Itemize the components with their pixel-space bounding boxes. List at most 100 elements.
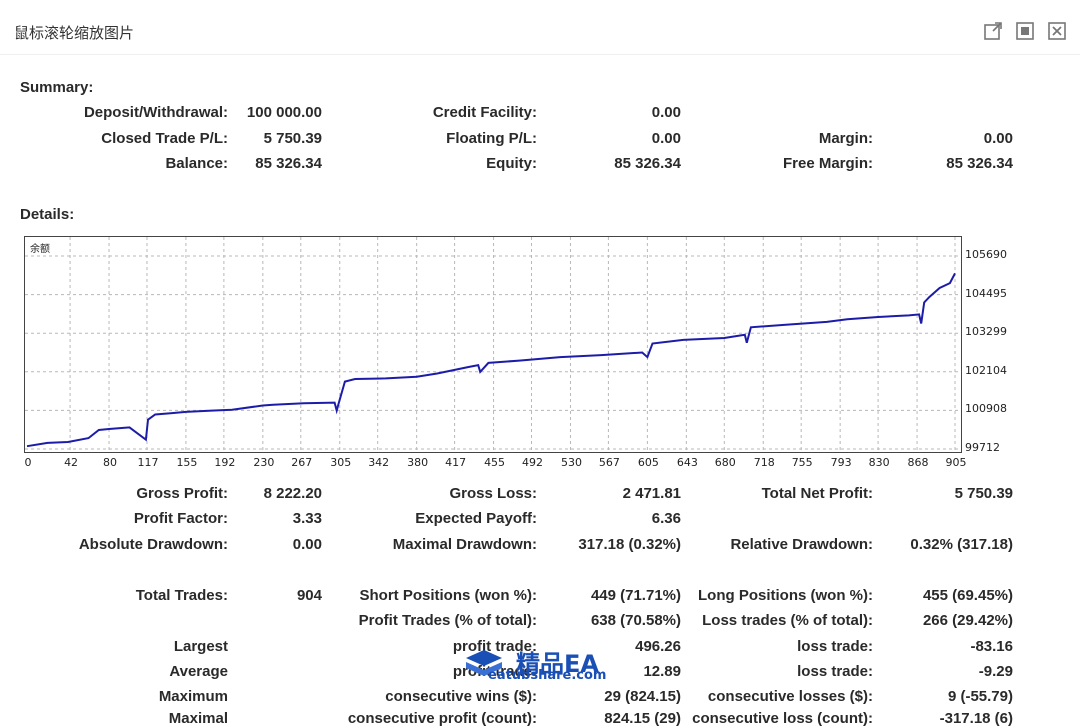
summary-heading: Summary:	[20, 79, 94, 96]
long-positions-label: Long Positions (won %):	[698, 587, 873, 604]
expected-payoff-label: Expected Payoff:	[415, 510, 537, 527]
floating-pl-label: Floating P/L:	[446, 130, 537, 147]
average-loss-label: loss trade:	[797, 663, 873, 680]
equity-label: Equity:	[486, 155, 537, 172]
x-tick-label: 80	[103, 456, 118, 469]
x-tick-label: 42	[64, 456, 79, 469]
x-tick-label: 417	[445, 456, 467, 469]
average-label: Average	[169, 663, 228, 680]
x-tick-label: 155	[176, 456, 198, 469]
credit-value: 0.00	[651, 104, 681, 121]
consecutive-profit-label: consecutive profit (count):	[347, 710, 537, 727]
x-tick-label: 905	[945, 456, 967, 469]
gross-loss-label: Gross Loss:	[449, 485, 537, 502]
maximum-label: Maximum	[158, 688, 228, 705]
profit-trades-value: 638 (70.58%)	[590, 612, 681, 629]
balance-chart-svg	[25, 237, 961, 452]
x-tick-label: 455	[484, 456, 506, 469]
largest-profit-value: 496.26	[635, 638, 681, 655]
y-tick-label: 103299	[965, 325, 1007, 339]
floating-pl-value: 0.00	[651, 130, 681, 147]
x-tick-label: 380	[407, 456, 429, 469]
consecutive-losses-label: consecutive losses ($):	[707, 688, 873, 705]
y-tick-label: 99712	[965, 441, 1000, 454]
free-margin-value: 85 326.34	[946, 155, 1013, 172]
deposit-label: Deposit/Withdrawal:	[83, 104, 228, 121]
consecutive-wins-value: 29 (824.15)	[604, 688, 681, 705]
total-trades-label: Total Trades:	[135, 587, 228, 604]
x-tick-label: 868	[907, 456, 929, 469]
watermark-logo-icon	[466, 650, 502, 676]
short-positions-value: 449 (71.71%)	[590, 587, 681, 604]
consecutive-loss-value: -317.18 (6)	[939, 710, 1013, 727]
average-loss-value: -9.29	[978, 663, 1013, 680]
relative-drawdown-label: Relative Drawdown:	[730, 536, 873, 553]
close-window-icon[interactable]	[1046, 20, 1068, 42]
x-tick-label: 718	[753, 456, 775, 469]
total-trades-value: 904	[296, 587, 322, 604]
watermark: 精品EA eatubshare.com	[458, 644, 628, 686]
balance-series-line	[26, 272, 956, 448]
window-title: 鼠标滚轮缩放图片	[14, 25, 135, 42]
largest-profit-label: profit trade:	[452, 638, 537, 655]
expected-payoff-value: 6.36	[651, 510, 681, 527]
y-tick-label: 104495	[965, 286, 1007, 300]
balance-value: 85 326.34	[255, 155, 322, 172]
chart-title: 余额	[30, 244, 50, 255]
y-tick-label: 100908	[965, 402, 1007, 416]
x-tick-label: 305	[330, 456, 352, 469]
closed-pl-label: Closed Trade P/L:	[101, 130, 228, 147]
long-positions-value: 455 (69.45%)	[922, 587, 1013, 604]
consecutive-profit-value: 824.15 (29)	[604, 710, 681, 727]
x-tick-label: 192	[214, 456, 236, 469]
x-tick-label: 492	[522, 456, 543, 469]
consecutive-losses-value: 9 (-55.79)	[947, 688, 1013, 705]
y-tick-label: 102104	[965, 363, 1007, 377]
open-external-icon[interactable]	[982, 20, 1004, 42]
profit-factor-value: 3.33	[292, 510, 322, 527]
x-tick-label: 342	[368, 456, 390, 469]
consecutive-wins-label: consecutive wins ($):	[385, 688, 537, 705]
watermark-text: 精品EA	[516, 650, 599, 678]
average-profit-value: 12.89	[643, 663, 681, 680]
maximal-label: Maximal	[168, 710, 228, 727]
x-tick-label: 830	[868, 456, 890, 469]
deposit-value: 100 000.00	[246, 104, 322, 121]
margin-label: Margin:	[818, 130, 873, 147]
x-tick-label: 0	[24, 456, 32, 469]
x-tick-label: 605	[637, 456, 659, 469]
window-title-bar: 鼠标滚轮缩放图片	[0, 8, 1080, 55]
relative-drawdown-value: 0.32% (317.18)	[910, 536, 1013, 553]
maximal-drawdown-value: 317.18 (0.32%)	[578, 536, 681, 553]
x-tick-label: 680	[714, 456, 736, 469]
margin-value: 0.00	[983, 130, 1013, 147]
watermark-subtext: eatubshare.com	[488, 668, 607, 683]
y-tick-label: 105690	[965, 248, 1007, 261]
loss-trades-label: Loss trades (% of total):	[702, 612, 873, 629]
loss-trades-value: 266 (29.42%)	[922, 612, 1013, 629]
largest-label: Largest	[173, 638, 228, 655]
credit-label: Credit Facility:	[432, 104, 537, 121]
profit-factor-label: Profit Factor:	[133, 510, 228, 527]
x-tick-label: 643	[676, 456, 698, 469]
details-heading: Details:	[20, 206, 75, 223]
x-tick-label: 567	[598, 456, 620, 469]
balance-label: Balance:	[165, 155, 228, 172]
x-tick-label: 755	[791, 456, 813, 469]
total-net-profit-label: Total Net Profit:	[761, 485, 873, 502]
absolute-drawdown-value: 0.00	[292, 536, 322, 553]
absolute-drawdown-label: Absolute Drawdown:	[78, 536, 228, 553]
total-net-profit-value: 5 750.39	[954, 485, 1013, 502]
x-tick-label: 530	[560, 456, 582, 469]
x-tick-label: 230	[253, 456, 275, 469]
balance-chart	[24, 236, 962, 453]
gross-profit-label: Gross Profit:	[136, 485, 228, 502]
maximal-drawdown-label: Maximal Drawdown:	[392, 536, 537, 553]
x-tick-label: 117	[137, 456, 159, 469]
restore-window-icon[interactable]	[1014, 20, 1036, 42]
closed-pl-value: 5 750.39	[263, 130, 322, 147]
gross-profit-value: 8 222.20	[263, 485, 322, 502]
x-tick-label: 793	[830, 456, 852, 469]
gross-loss-value: 2 471.81	[622, 485, 681, 502]
